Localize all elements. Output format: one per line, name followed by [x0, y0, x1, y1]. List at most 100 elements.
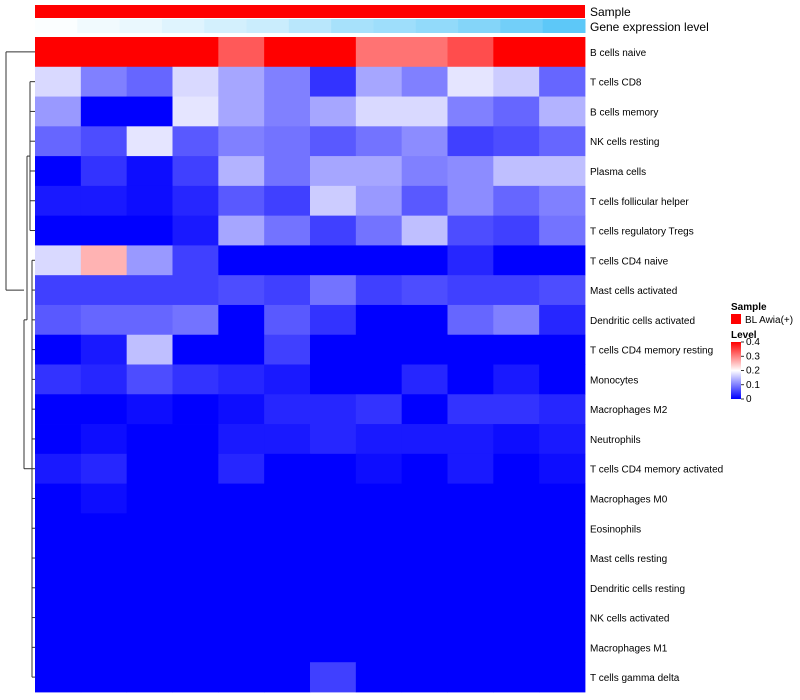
heatmap-cell [401, 572, 448, 604]
heatmap-cell [493, 185, 540, 217]
heatmap-cell [35, 126, 82, 157]
heatmap-cell [310, 126, 357, 157]
heatmap-cell [126, 632, 173, 663]
heatmap-cell [355, 632, 403, 663]
gene-expression-annotation-track [35, 19, 586, 33]
heatmap-cell [35, 245, 82, 276]
heatmap-cell [447, 424, 494, 455]
heatmap-cell [401, 275, 448, 306]
heatmap-cell [355, 304, 403, 336]
heatmap-cell [493, 66, 540, 97]
heatmap-cell [355, 424, 403, 455]
heatmap-cell [35, 483, 82, 514]
legend-sample-swatch [731, 314, 741, 324]
heatmap-cell [447, 334, 494, 365]
heatmap-cell [126, 37, 173, 68]
heatmap-cell [310, 96, 357, 127]
heatmap-cell [493, 572, 540, 604]
heatmap-cell [264, 572, 311, 604]
heatmap-cell [218, 453, 265, 484]
heatmap-cell [218, 424, 265, 455]
heatmap-cell [310, 394, 357, 425]
heatmap-cell [80, 394, 128, 425]
heatmap-cell [126, 364, 173, 395]
heatmap-cell [126, 304, 173, 336]
heatmap-cell [401, 126, 448, 157]
heatmap-cell [264, 334, 311, 365]
heatmap-cell [126, 513, 173, 544]
row-label: Plasma cells [590, 167, 646, 178]
heatmap-cell [172, 126, 219, 157]
heatmap-cell [218, 156, 265, 187]
heatmap-cell [126, 156, 173, 187]
heatmap-cell [126, 602, 173, 633]
heatmap-cell [493, 37, 540, 68]
heatmap-cell [172, 96, 219, 127]
heatmap-cell [539, 215, 586, 246]
row-label: NK cells activated [590, 614, 669, 625]
heatmap-cell [264, 632, 311, 663]
gene-expression-block [35, 19, 78, 33]
heatmap-cell [172, 453, 219, 484]
heatmap-cell [126, 334, 173, 365]
heatmap-cell [218, 215, 265, 246]
heatmap-cell [218, 66, 265, 97]
heatmap-cell [80, 334, 128, 365]
heatmap-cell [493, 245, 540, 276]
heatmap-cell [447, 126, 494, 157]
heatmap-cell [401, 185, 448, 217]
heatmap-cell [172, 185, 219, 217]
row-label: NK cells resting [590, 137, 659, 148]
heatmap-cell [172, 364, 219, 395]
heatmap-cell [172, 394, 219, 425]
heatmap-cell [35, 185, 82, 217]
heatmap-cell [264, 156, 311, 187]
heatmap-cell [35, 602, 82, 633]
heatmap-cell [401, 513, 448, 544]
heatmap-cell [264, 662, 311, 693]
heatmap-cell [264, 126, 311, 157]
heatmap-cell [447, 245, 494, 276]
heatmap-cell [539, 572, 586, 604]
row-label: T cells CD4 memory activated [590, 465, 723, 476]
heatmap-cell [401, 245, 448, 276]
heatmap-cell [447, 453, 494, 484]
heatmap-cell [264, 513, 311, 544]
heatmap-cell [264, 453, 311, 484]
legend-tick-label: 0 [746, 394, 752, 405]
gene-expression-block [119, 19, 163, 33]
heatmap-cell [218, 364, 265, 395]
heatmap-cell [401, 424, 448, 455]
heatmap-cell [355, 453, 403, 484]
heatmap-cell [172, 334, 219, 365]
heatmap-cell [539, 275, 586, 306]
heatmap-cell [264, 364, 311, 395]
heatmap-cell [493, 483, 540, 514]
row-label: T cells CD8 [590, 78, 642, 89]
heatmap-cell [80, 483, 128, 514]
heatmap-cell [172, 304, 219, 336]
heatmap-cell [218, 245, 265, 276]
heatmap-cell [310, 662, 357, 693]
heatmap-cell [35, 96, 82, 127]
heatmap-cell [264, 394, 311, 425]
heatmap-cell [493, 275, 540, 306]
heatmap-cell [447, 66, 494, 97]
heatmap-cell [80, 632, 128, 663]
heatmap-cell [401, 632, 448, 663]
heatmap-cell [35, 334, 82, 365]
heatmap-cell [126, 215, 173, 246]
heatmap-cell [355, 602, 403, 633]
heatmap-cells [35, 37, 586, 693]
heatmap-cell [35, 215, 82, 246]
heatmap-cell [310, 364, 357, 395]
heatmap-cell [355, 483, 403, 514]
heatmap-cell [172, 245, 219, 276]
heatmap-cell [401, 453, 448, 484]
heatmap-cell [493, 156, 540, 187]
heatmap-cell [35, 66, 82, 97]
heatmap-cell [310, 66, 357, 97]
heatmap-cell [80, 156, 128, 187]
heatmap-cell [310, 572, 357, 604]
